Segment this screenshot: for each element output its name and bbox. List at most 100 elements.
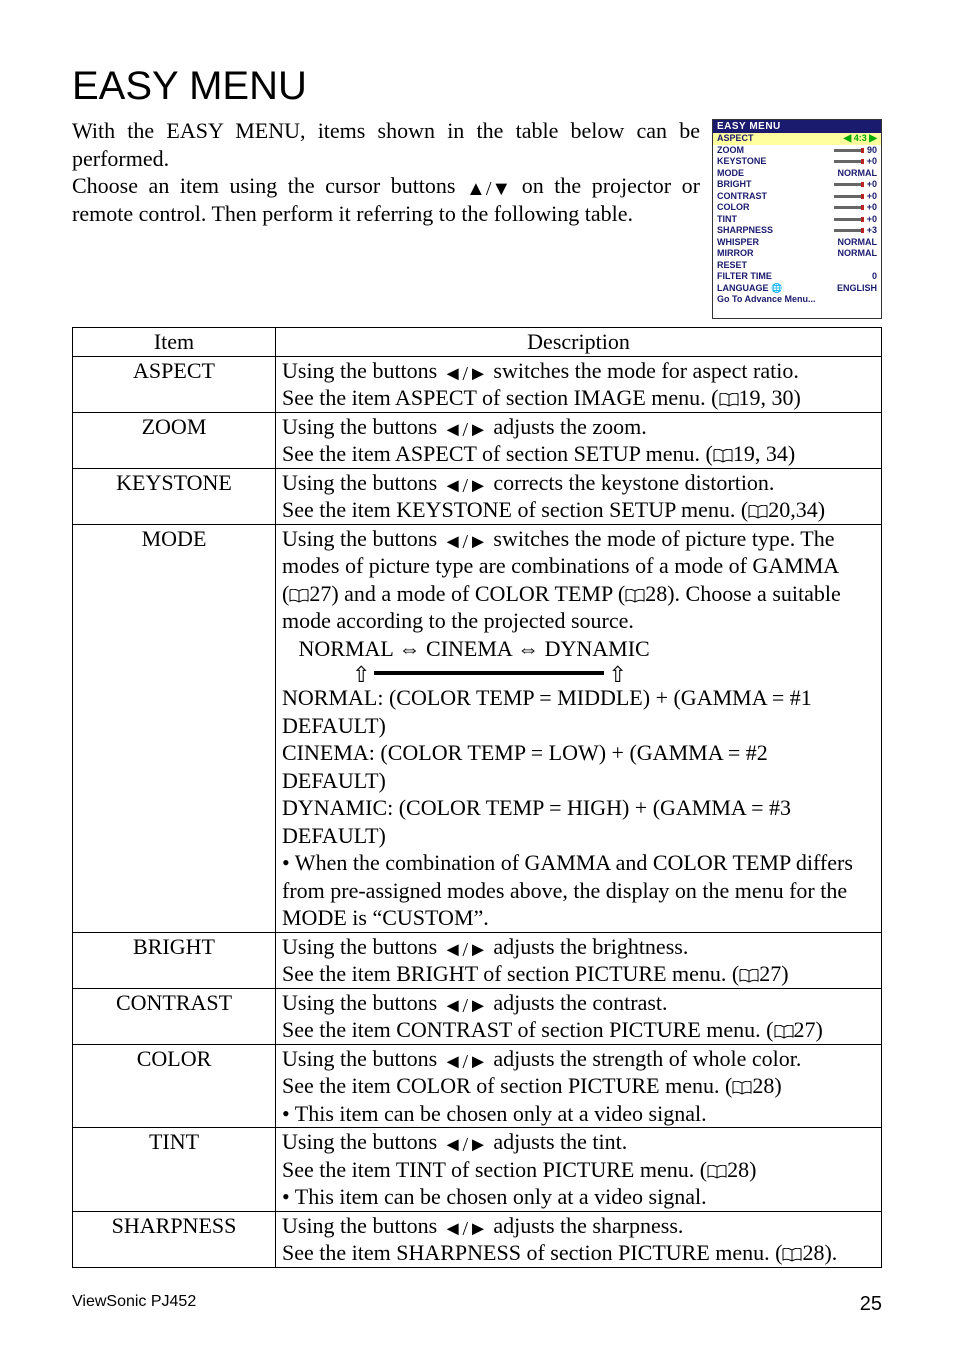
left-right-icon: ◄/► (443, 364, 488, 384)
mode-cycle-arrows: ⇧⇧ (282, 662, 875, 684)
osd-row: ASPECT◀ 4:3 ▶ (713, 133, 881, 145)
table-header-row: Item Description (73, 328, 882, 357)
desc-line: DYNAMIC: (COLOR TEMP = HIGH) + (GAMMA = … (282, 794, 875, 822)
desc-line: • This item can be chosen only at a vide… (282, 1100, 875, 1128)
menu-table: Item Description ASPECTUsing the buttons… (72, 327, 882, 1268)
manual-icon (732, 1081, 752, 1095)
left-right-icon: ◄/► (443, 532, 488, 552)
table-row: TINTUsing the buttons ◄/► adjusts the ti… (73, 1128, 882, 1212)
left-right-icon: ◄/► (443, 476, 488, 496)
table-row: ASPECTUsing the buttons ◄/► switches the… (73, 356, 882, 412)
desc-line: Using the buttons ◄/► switches the mode … (282, 357, 875, 385)
footer: ViewSonic PJ452 25 (72, 1293, 882, 1316)
desc-cell: Using the buttons ◄/► adjusts the bright… (276, 932, 882, 988)
desc-cell: Using the buttons ◄/► adjusts the sharpn… (276, 1211, 882, 1267)
manual-icon (713, 449, 733, 463)
header-desc: Description (276, 328, 882, 357)
desc-line: Using the buttons ◄/► adjusts the streng… (282, 1045, 875, 1073)
left-right-icon: ◄/► (443, 940, 488, 960)
osd-row: SHARPNESS +3 (713, 225, 881, 237)
intro-line2a: Choose an item using the cursor buttons (72, 173, 466, 198)
desc-cell: Using the buttons ◄/► adjusts the zoom.S… (276, 412, 882, 468)
desc-line: Using the buttons ◄/► adjusts the tint. (282, 1128, 875, 1156)
desc-line: Using the buttons ◄/► adjusts the zoom. (282, 413, 875, 441)
table-row: MODEUsing the buttons ◄/► switches the m… (73, 524, 882, 932)
desc-line: See the item KEYSTONE of section SETUP m… (282, 496, 875, 524)
desc-line: (27) and a mode of COLOR TEMP (28). Choo… (282, 580, 875, 608)
left-right-icon: ◄/► (443, 1052, 488, 1072)
desc-line: See the item SHARPNESS of section PICTUR… (282, 1239, 875, 1267)
item-cell: KEYSTONE (73, 468, 276, 524)
desc-line: Using the buttons ◄/► corrects the keyst… (282, 469, 875, 497)
page-title: EASY MENU (72, 64, 882, 109)
desc-line: NORMAL ⇔ CINEMA ⇔ DYNAMIC (282, 635, 875, 663)
manual-icon (289, 589, 309, 603)
left-right-icon: ◄/► (443, 1135, 488, 1155)
page: EASY MENU With the EASY MENU, items show… (0, 0, 954, 1352)
desc-cell: Using the buttons ◄/► switches the mode … (276, 524, 882, 932)
desc-cell: Using the buttons ◄/► adjusts the streng… (276, 1044, 882, 1128)
desc-line: Using the buttons ◄/► adjusts the contra… (282, 989, 875, 1017)
osd-row: ZOOM 90 (713, 145, 881, 157)
desc-line: Using the buttons ◄/► adjusts the sharpn… (282, 1212, 875, 1240)
item-cell: COLOR (73, 1044, 276, 1128)
item-cell: BRIGHT (73, 932, 276, 988)
desc-line: DEFAULT) (282, 712, 875, 740)
manual-icon (625, 589, 645, 603)
intro-text: With the EASY MENU, items shown in the t… (72, 117, 700, 227)
item-cell: MODE (73, 524, 276, 932)
desc-line: • This item can be chosen only at a vide… (282, 1183, 875, 1211)
desc-line: modes of picture type are combinations o… (282, 552, 875, 580)
desc-line: See the item ASPECT of section IMAGE men… (282, 384, 875, 412)
desc-line: Using the buttons ◄/► switches the mode … (282, 525, 875, 553)
desc-line: See the item BRIGHT of section PICTURE m… (282, 960, 875, 988)
desc-line: DEFAULT) (282, 822, 875, 850)
item-cell: CONTRAST (73, 988, 276, 1044)
desc-cell: Using the buttons ◄/► adjusts the contra… (276, 988, 882, 1044)
left-right-icon: ◄/► (443, 1219, 488, 1239)
desc-line: Using the buttons ◄/► adjusts the bright… (282, 933, 875, 961)
osd-row: MODENORMAL (713, 168, 881, 180)
table-row: BRIGHTUsing the buttons ◄/► adjusts the … (73, 932, 882, 988)
osd-row: LANGUAGE 🌐ENGLISH (713, 283, 881, 295)
manual-icon (739, 969, 759, 983)
footer-model: ViewSonic PJ452 (72, 1293, 196, 1316)
desc-line: See the item COLOR of section PICTURE me… (282, 1072, 875, 1100)
item-cell: TINT (73, 1128, 276, 1212)
osd-row: FILTER TIME0 (713, 271, 881, 283)
table-row: COLORUsing the buttons ◄/► adjusts the s… (73, 1044, 882, 1128)
desc-line: MODE is “CUSTOM”. (282, 904, 875, 932)
manual-icon (782, 1248, 802, 1262)
osd-row: Go To Advance Menu... (713, 294, 881, 306)
manual-icon (748, 505, 768, 519)
manual-icon (719, 393, 739, 407)
desc-cell: Using the buttons ◄/► corrects the keyst… (276, 468, 882, 524)
desc-line: from pre-assigned modes above, the displ… (282, 877, 875, 905)
desc-line: • When the combination of GAMMA and COLO… (282, 849, 875, 877)
header-item: Item (73, 328, 276, 357)
desc-cell: Using the buttons ◄/► switches the mode … (276, 356, 882, 412)
desc-line: See the item CONTRAST of section PICTURE… (282, 1016, 875, 1044)
osd-row: WHISPERNORMAL (713, 237, 881, 249)
intro-line1: With the EASY MENU, items shown in the t… (72, 118, 700, 171)
desc-line: See the item ASPECT of section SETUP men… (282, 440, 875, 468)
table-row: ZOOMUsing the buttons ◄/► adjusts the zo… (73, 412, 882, 468)
osd-row: RESET (713, 260, 881, 272)
item-cell: SHARPNESS (73, 1211, 276, 1267)
desc-line: mode according to the projected source. (282, 607, 875, 635)
osd-body: ASPECT◀ 4:3 ▶ZOOM 90KEYSTONE +0MODENORMA… (713, 133, 881, 306)
table-row: CONTRASTUsing the buttons ◄/► adjusts th… (73, 988, 882, 1044)
desc-line: See the item TINT of section PICTURE men… (282, 1156, 875, 1184)
osd-row: COLOR +0 (713, 202, 881, 214)
osd-row: KEYSTONE +0 (713, 156, 881, 168)
desc-line: NORMAL: (COLOR TEMP = MIDDLE) + (GAMMA =… (282, 684, 875, 712)
osd-row: CONTRAST +0 (713, 191, 881, 203)
up-down-icon: ▲/▼ (466, 179, 511, 199)
manual-icon (707, 1165, 727, 1179)
left-right-icon: ◄/► (443, 420, 488, 440)
osd-row: TINT +0 (713, 214, 881, 226)
left-right-icon: ◄/► (443, 996, 488, 1016)
table-row: KEYSTONEUsing the buttons ◄/► corrects t… (73, 468, 882, 524)
desc-cell: Using the buttons ◄/► adjusts the tint.S… (276, 1128, 882, 1212)
item-cell: ZOOM (73, 412, 276, 468)
